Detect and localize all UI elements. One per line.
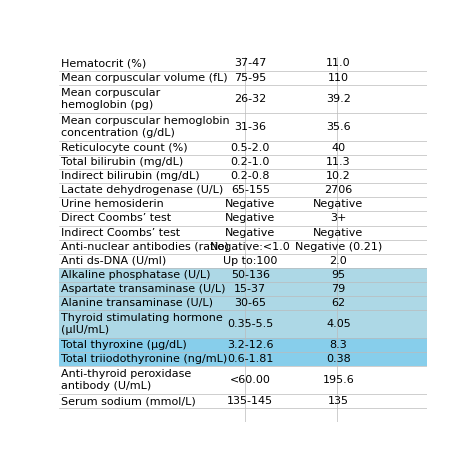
Text: 15-37: 15-37 xyxy=(234,284,266,294)
Text: Urine hemosiderin: Urine hemosiderin xyxy=(61,200,164,210)
Text: 135-145: 135-145 xyxy=(227,396,273,406)
Text: Anti-thyroid peroxidase
antibody (U/mL): Anti-thyroid peroxidase antibody (U/mL) xyxy=(61,369,191,391)
Text: 26-32: 26-32 xyxy=(234,94,266,104)
Text: 2.0: 2.0 xyxy=(329,255,347,265)
Text: Negative: Negative xyxy=(313,200,364,210)
Text: 35.6: 35.6 xyxy=(326,122,351,132)
Text: Mean corpuscular
hemoglobin (pg): Mean corpuscular hemoglobin (pg) xyxy=(61,88,160,110)
Text: Indirect bilirubin (mg/dL): Indirect bilirubin (mg/dL) xyxy=(61,171,200,182)
Text: Anti-nuclear antibodies (ratio): Anti-nuclear antibodies (ratio) xyxy=(61,242,229,252)
Text: 2706: 2706 xyxy=(324,185,353,195)
Text: Negative: Negative xyxy=(225,228,275,237)
Text: Alanine transaminase (U/L): Alanine transaminase (U/L) xyxy=(61,298,213,308)
Text: 65-155: 65-155 xyxy=(231,185,270,195)
Text: Negative: Negative xyxy=(225,213,275,223)
Text: <60.00: <60.00 xyxy=(230,375,271,385)
Text: 0.38: 0.38 xyxy=(326,354,351,364)
Text: 30-65: 30-65 xyxy=(234,298,266,308)
Text: Alkaline phosphatase (U/L): Alkaline phosphatase (U/L) xyxy=(61,270,210,280)
Bar xyxy=(59,296,427,310)
Text: Mean corpuscular volume (fL): Mean corpuscular volume (fL) xyxy=(61,73,228,83)
Text: Total bilirubin (mg/dL): Total bilirubin (mg/dL) xyxy=(61,157,183,167)
Text: Up to:100: Up to:100 xyxy=(223,255,277,265)
Text: 0.2-0.8: 0.2-0.8 xyxy=(230,171,270,182)
Text: Reticulocyte count (%): Reticulocyte count (%) xyxy=(61,143,188,153)
Text: 0.6-1.81: 0.6-1.81 xyxy=(227,354,273,364)
Text: 110: 110 xyxy=(328,73,349,83)
Text: 195.6: 195.6 xyxy=(323,375,354,385)
Text: 39.2: 39.2 xyxy=(326,94,351,104)
Bar xyxy=(59,282,427,296)
Text: 79: 79 xyxy=(331,284,346,294)
Text: 37-47: 37-47 xyxy=(234,58,266,68)
Text: 75-95: 75-95 xyxy=(234,73,266,83)
Text: Direct Coombs’ test: Direct Coombs’ test xyxy=(61,213,171,223)
Bar xyxy=(59,268,427,282)
Text: Total triiodothyronine (ng/mL): Total triiodothyronine (ng/mL) xyxy=(61,354,228,364)
Text: 11.3: 11.3 xyxy=(326,157,351,167)
Text: Anti ds-DNA (U/ml): Anti ds-DNA (U/ml) xyxy=(61,255,166,265)
Text: Total thyroxine (μg/dL): Total thyroxine (μg/dL) xyxy=(61,340,187,350)
Text: Lactate dehydrogenase (U/L): Lactate dehydrogenase (U/L) xyxy=(61,185,223,195)
Text: 135: 135 xyxy=(328,396,349,406)
Text: Aspartate transaminase (U/L): Aspartate transaminase (U/L) xyxy=(61,284,226,294)
Text: 3+: 3+ xyxy=(330,213,346,223)
Text: Negative:<1.0: Negative:<1.0 xyxy=(210,242,291,252)
Text: Thyroid stimulating hormone
(μIU/mL): Thyroid stimulating hormone (μIU/mL) xyxy=(61,313,223,335)
Text: 11.0: 11.0 xyxy=(326,58,351,68)
Text: Mean corpuscular hemoglobin
concentration (g/dL): Mean corpuscular hemoglobin concentratio… xyxy=(61,116,230,138)
Text: Negative: Negative xyxy=(225,200,275,210)
Text: Hematocrit (%): Hematocrit (%) xyxy=(61,58,146,68)
Text: Negative (0.21): Negative (0.21) xyxy=(295,242,382,252)
Text: 95: 95 xyxy=(331,270,346,280)
Text: 10.2: 10.2 xyxy=(326,171,351,182)
Text: 8.3: 8.3 xyxy=(329,340,347,350)
Text: Indirect Coombs’ test: Indirect Coombs’ test xyxy=(61,228,180,237)
Text: 0.35-5.5: 0.35-5.5 xyxy=(227,319,273,329)
Bar xyxy=(59,338,427,352)
Text: 31-36: 31-36 xyxy=(234,122,266,132)
Text: Serum sodium (mmol/L): Serum sodium (mmol/L) xyxy=(61,396,196,406)
Text: 0.2-1.0: 0.2-1.0 xyxy=(230,157,270,167)
Text: 40: 40 xyxy=(331,143,346,153)
Text: Negative: Negative xyxy=(313,228,364,237)
Text: 50-136: 50-136 xyxy=(231,270,270,280)
Text: 62: 62 xyxy=(331,298,346,308)
Text: 3.2-12.6: 3.2-12.6 xyxy=(227,340,273,350)
Text: 4.05: 4.05 xyxy=(326,319,351,329)
Text: 0.5-2.0: 0.5-2.0 xyxy=(230,143,270,153)
Bar xyxy=(59,352,427,366)
Bar xyxy=(59,310,427,338)
